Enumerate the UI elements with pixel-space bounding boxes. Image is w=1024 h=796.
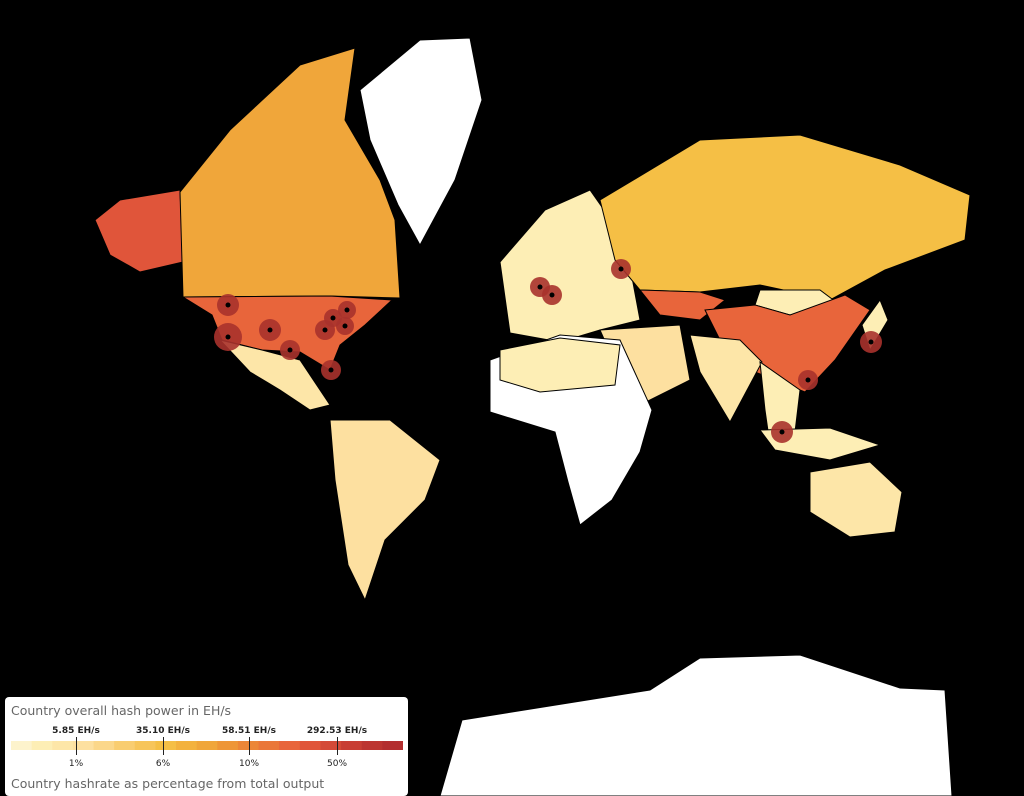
scale-step: [196, 741, 218, 750]
scale-step: [341, 741, 363, 750]
mining-site-dot: [805, 377, 811, 383]
australia: [809, 461, 903, 538]
greenland: [359, 37, 483, 247]
mining-site-dot: [537, 284, 543, 290]
mexico: [218, 339, 331, 411]
mining-site-dot: [267, 327, 273, 333]
scale-step: [134, 741, 156, 750]
south-america: [329, 419, 441, 602]
mining-site-dot: [868, 339, 874, 345]
scale-step: [176, 741, 198, 750]
tick-mark: [337, 737, 338, 755]
scale-step: [237, 741, 260, 750]
scale-step: [155, 741, 177, 750]
scale-step: [299, 741, 321, 750]
scale-step: [31, 741, 53, 750]
tick-percent-label: 50%: [326, 759, 348, 769]
scale-step: [382, 741, 403, 750]
tick-mark: [249, 737, 250, 755]
mining-site-dot: [779, 429, 785, 435]
scale-step: [11, 741, 33, 750]
scale-step: [361, 741, 383, 750]
mining-site-dot: [549, 292, 555, 298]
legend-title: Country overall hash power in EH/s: [11, 703, 232, 718]
scale-step: [114, 741, 136, 750]
tick-hash-label: 292.53 EH/s: [306, 726, 368, 736]
mining-site-dot: [330, 315, 336, 321]
scale-step: [258, 741, 280, 750]
mining-site-dot: [225, 302, 231, 308]
north-africa: [499, 337, 621, 393]
tick-percent-label: 6%: [155, 759, 171, 769]
legend-subtitle: Country hashrate as percentage from tota…: [11, 776, 325, 791]
color-scale: [11, 741, 403, 750]
mining-site-dot: [618, 266, 624, 272]
scale-step: [217, 741, 239, 750]
tick-hash-label: 5.85 EH/s: [52, 726, 100, 736]
legend: Country overall hash power in EH/s Count…: [5, 697, 408, 796]
scale-step: [279, 741, 301, 750]
tick-percent-label: 10%: [238, 759, 260, 769]
scale-step: [52, 741, 74, 750]
mining-site-dot: [225, 334, 231, 340]
mining-site-dot: [322, 327, 328, 333]
mining-site-dot: [287, 347, 293, 353]
india: [689, 334, 763, 424]
europe: [499, 189, 641, 343]
scale-step: [72, 741, 95, 750]
tick-hash-label: 58.51 EH/s: [222, 726, 276, 736]
scale-step: [93, 741, 115, 750]
mining-site-dot: [344, 307, 350, 313]
mining-site-dot: [342, 323, 348, 329]
alaska: [94, 189, 184, 273]
tick-mark: [76, 737, 77, 755]
mining-site-dot: [328, 367, 334, 373]
tick-hash-label: 35.10 EH/s: [136, 726, 190, 736]
tick-mark: [163, 737, 164, 755]
antarctica: [439, 654, 953, 796]
russia: [599, 134, 971, 301]
tick-percent-label: 1%: [68, 759, 84, 769]
scale-step: [320, 741, 342, 750]
